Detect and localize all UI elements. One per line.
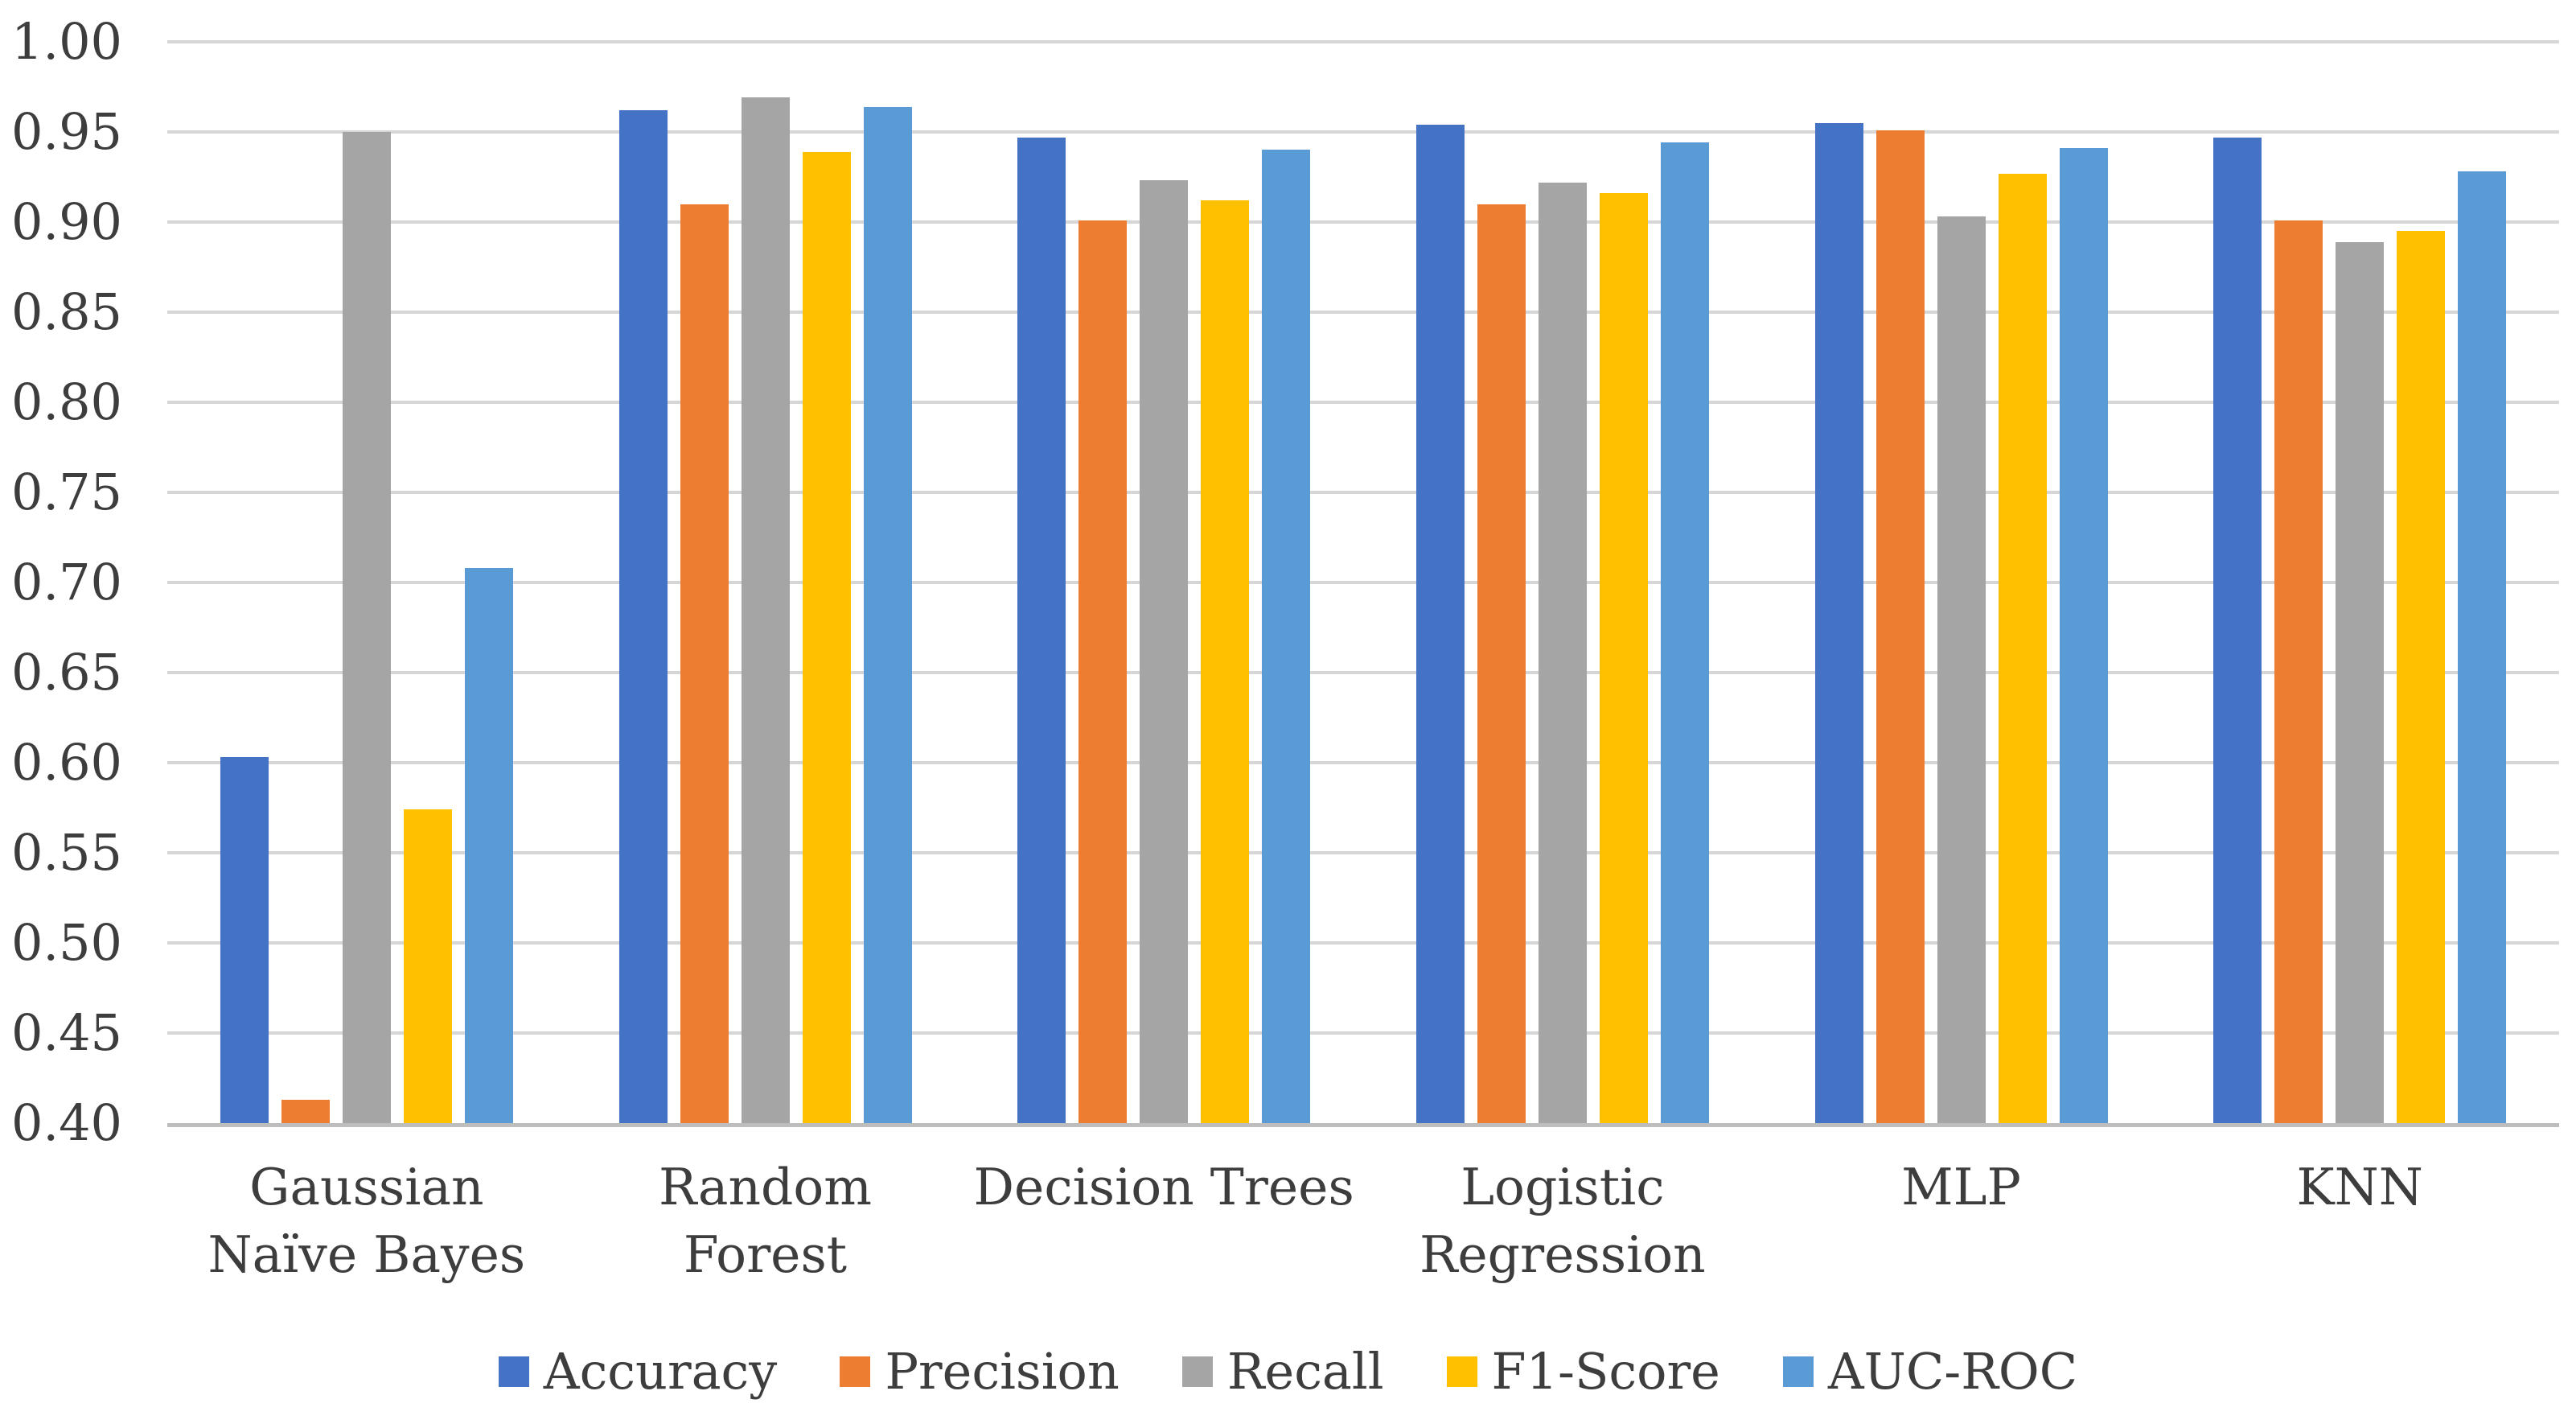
y-tick-label: 0.65 (10, 643, 122, 702)
y-tick-label: 1.00 (10, 12, 122, 71)
y-tick-label: 0.55 (10, 823, 122, 882)
y-tick-label: 0.45 (10, 1003, 122, 1062)
bar-recall (1937, 216, 1986, 1123)
x-category-label: Decision Trees (973, 1158, 1354, 1216)
gridline (167, 761, 2559, 764)
bar-accuracy (618, 110, 668, 1123)
legend-item: Recall (1181, 1342, 1384, 1401)
legend-label: F1-Score (1491, 1342, 1720, 1401)
legend-label: AUC-ROC (1827, 1342, 2078, 1401)
bar-precision (1876, 130, 1925, 1123)
legend-item: Accuracy (498, 1342, 778, 1401)
x-category-label: Gaussian Naïve Bayes (207, 1158, 526, 1284)
bar-f1-score (1599, 193, 1648, 1123)
gridline (167, 40, 2559, 43)
bar-f1-score (1201, 200, 1250, 1123)
gridline (167, 220, 2559, 224)
gridline (167, 581, 2559, 584)
bar-group (167, 42, 566, 1123)
bar-f1-score (1998, 173, 2047, 1123)
y-tick-label: 0.80 (10, 372, 122, 431)
gridline (167, 671, 2559, 674)
bar-accuracy (1415, 125, 1465, 1123)
legend-item: AUC-ROC (1782, 1342, 2078, 1401)
bar-auc-roc (2458, 171, 2507, 1123)
legend-label: Recall (1226, 1342, 1384, 1401)
gridline (167, 311, 2559, 314)
bar-precision (680, 204, 729, 1123)
legend-label: Accuracy (543, 1342, 778, 1401)
bar-recall (1538, 182, 1587, 1123)
bar-group (1762, 42, 2161, 1123)
gridline (167, 401, 2559, 404)
bar-recall (2336, 241, 2385, 1123)
bar-group (964, 42, 1363, 1123)
y-tick-label: 0.70 (10, 553, 122, 611)
legend-marker (1782, 1356, 1814, 1387)
bar-accuracy (1814, 122, 1863, 1123)
bar-recall (1140, 180, 1189, 1123)
y-tick-label: 0.60 (10, 733, 122, 792)
plot-area (167, 40, 2559, 1127)
bar-recall (342, 132, 391, 1123)
x-category-label: KNN (2296, 1158, 2423, 1216)
y-tick-label: 0.75 (10, 463, 122, 521)
legend-marker (498, 1356, 529, 1387)
legend: Accuracy Precision Recall F1-Score AUC-ROC (0, 1347, 2576, 1397)
x-axis-baseline (167, 1123, 2559, 1127)
y-tick-label: 0.95 (10, 102, 122, 161)
x-category-label: Logistic Regression (1419, 1158, 1706, 1284)
bar-auc-roc (1660, 142, 1709, 1123)
bar-auc-roc (464, 568, 513, 1123)
x-category-label: MLP (1901, 1158, 2021, 1216)
bar-precision (281, 1099, 330, 1123)
legend-item: F1-Score (1446, 1342, 1720, 1401)
bar-f1-score (802, 151, 851, 1123)
legend-item: Precision (840, 1347, 1120, 1397)
bar-groups (167, 42, 2559, 1123)
bar-accuracy (2213, 137, 2262, 1123)
bar-f1-score (2397, 231, 2446, 1123)
gridline (167, 130, 2559, 134)
x-axis: Gaussian Naïve Bayes Random Forest Decisio… (167, 1154, 2559, 1289)
bar-auc-roc (1262, 150, 1311, 1123)
bar-accuracy (1017, 137, 1066, 1123)
gridline (167, 1031, 2559, 1035)
legend-label: Precision (885, 1342, 1120, 1401)
x-category-label: Random Forest (659, 1158, 873, 1284)
y-axis: 1.00 0.95 0.90 0.85 0.80 0.75 0.70 0.65 0.60 0.55… (0, 17, 122, 1148)
bar-precision (1477, 204, 1526, 1123)
bar-precision (1078, 220, 1128, 1123)
bar-group (2160, 42, 2559, 1123)
bar-precision (2274, 220, 2323, 1123)
bar-recall (741, 97, 790, 1123)
y-tick-label: 0.85 (10, 282, 122, 341)
bar-group (1363, 42, 1762, 1123)
legend-marker (840, 1356, 871, 1387)
y-tick-label: 0.90 (10, 192, 122, 251)
bar-auc-roc (2059, 148, 2108, 1123)
gridline (167, 941, 2559, 945)
gridline (167, 491, 2559, 494)
y-tick-label: 0.40 (10, 1093, 122, 1152)
legend-marker (1446, 1356, 1477, 1387)
bar-accuracy (220, 757, 269, 1123)
y-tick-label: 0.50 (10, 913, 122, 972)
bar-group (566, 42, 965, 1123)
bar-f1-score (403, 809, 452, 1123)
gridline (167, 851, 2559, 854)
legend-marker (1181, 1356, 1213, 1387)
bar-auc-roc (863, 106, 912, 1123)
